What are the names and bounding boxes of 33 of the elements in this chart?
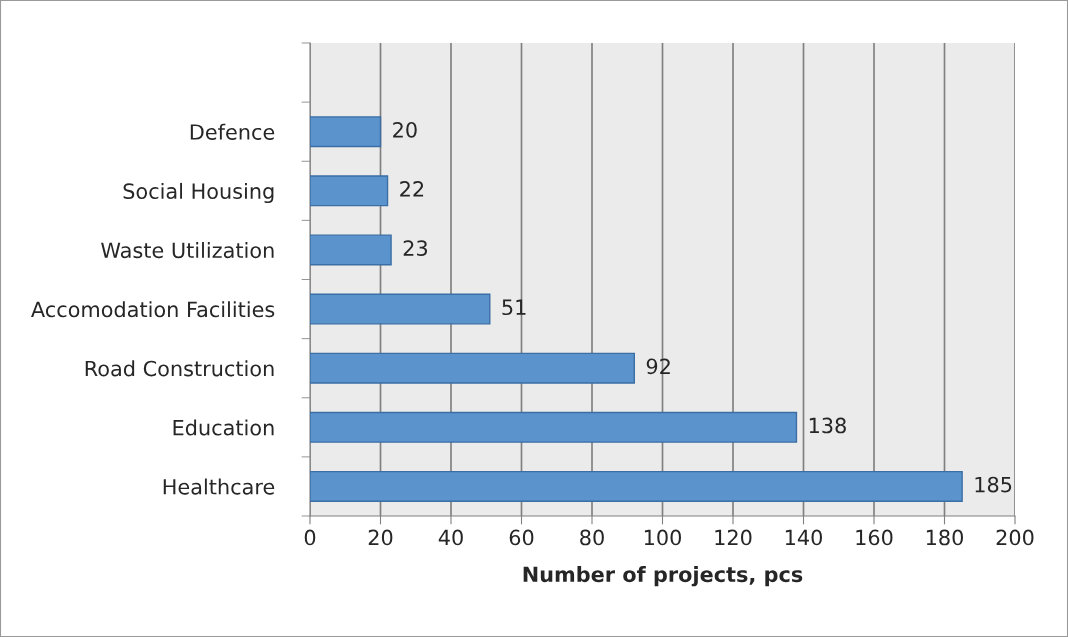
x-tick-label: 80 <box>580 529 604 546</box>
bar <box>310 175 389 207</box>
bar <box>310 411 798 443</box>
x-tick-label: 140 <box>785 529 822 546</box>
x-tick-label: 20 <box>368 529 393 546</box>
y-tick-label: Waste Utilization <box>101 242 274 259</box>
bar <box>310 470 963 502</box>
x-tick-label: 0 <box>304 529 316 546</box>
bar <box>310 116 382 148</box>
y-tick-label: Defence <box>190 123 275 140</box>
y-tick-label: Road Construction <box>85 360 274 377</box>
y-tick-label: Healthcare <box>163 478 275 495</box>
x-tick-label: 200 <box>996 529 1034 546</box>
x-tick-label: 180 <box>926 529 963 546</box>
y-tick-label: Accomodation Facilities <box>31 301 275 318</box>
data-label: 22 <box>400 181 424 197</box>
bar <box>310 293 491 325</box>
bar <box>310 234 392 266</box>
bar <box>310 352 635 384</box>
x-tick-label: 60 <box>509 529 534 546</box>
data-label: 51 <box>502 299 526 316</box>
x-tick-label: 160 <box>856 529 893 546</box>
data-label: 20 <box>393 121 417 138</box>
x-tick-label: 40 <box>438 529 463 546</box>
x-axis-title: Number of projects, pcs <box>523 566 803 587</box>
y-tick-label: Education <box>173 419 274 436</box>
data-label: 185 <box>975 476 1012 493</box>
x-tick-label: 120 <box>715 529 752 546</box>
data-label: 23 <box>403 240 428 256</box>
data-label: 138 <box>809 417 846 434</box>
y-tick-label: Social Housing <box>123 182 274 204</box>
x-tick-label: 100 <box>644 529 681 546</box>
data-label: 92 <box>646 358 670 375</box>
